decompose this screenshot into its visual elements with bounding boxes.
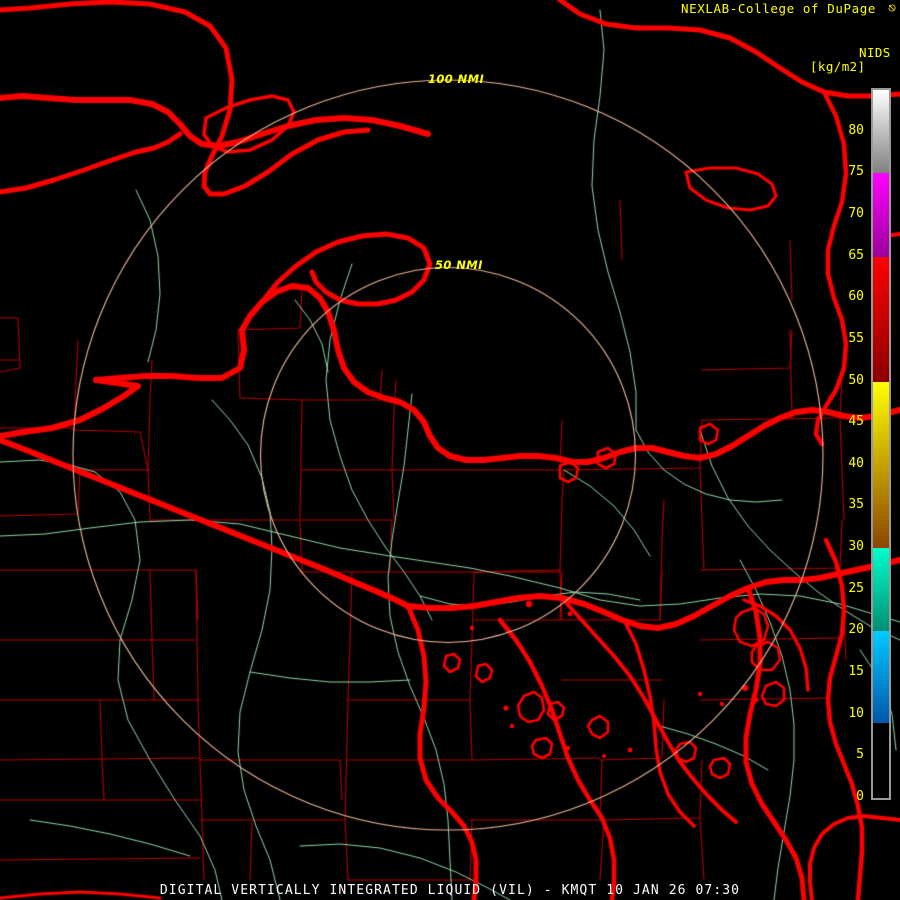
legend-units-label: [kg/m2] bbox=[810, 59, 866, 74]
colorbar-tick-55: 55 bbox=[848, 330, 864, 346]
colorbar-band-teal-green-cyan bbox=[873, 548, 889, 632]
colorbar-band-purple-magenta bbox=[873, 173, 889, 257]
colorbar-band-brown-orange-yellow bbox=[873, 381, 889, 549]
colorbar-tick-50: 50 bbox=[848, 372, 864, 388]
range-ring-label-100nmi: 100 NMI bbox=[428, 72, 485, 86]
colorbar-tick-75: 75 bbox=[848, 164, 864, 180]
attribution-label: NEXLAB-College of DuPage bbox=[680, 1, 876, 16]
colorbar-band-no-data-black bbox=[873, 723, 889, 798]
colorbar-tick-15: 15 bbox=[848, 664, 864, 680]
colorbar-tick-45: 45 bbox=[848, 414, 864, 430]
colorbar-tick-35: 35 bbox=[848, 497, 864, 513]
colorbar-tick-20: 20 bbox=[848, 622, 864, 638]
colorbar-tick-40: 40 bbox=[848, 455, 864, 471]
colorbar-tick-65: 65 bbox=[848, 247, 864, 263]
colorbar-tick-60: 60 bbox=[848, 289, 864, 305]
colorbar-band-darkred-red bbox=[873, 256, 889, 382]
colorbar-tick-10: 10 bbox=[848, 705, 864, 721]
colorbar-tick-labels: 80 75 70 65 60 55 50 45 40 35 30 25 20 15 10 5 0 bbox=[820, 88, 868, 804]
colorbar-tick-30: 30 bbox=[848, 539, 864, 555]
range-ring-label-50nmi: 50 NMI bbox=[435, 258, 483, 272]
colorbar-band-blue-lightblue bbox=[873, 631, 889, 724]
colorbar-tick-5: 5 bbox=[856, 747, 864, 763]
colorbar-tick-70: 70 bbox=[848, 205, 864, 221]
colorbar bbox=[871, 88, 891, 800]
colorbar-band-gray-white bbox=[873, 90, 889, 174]
colorbar-tick-0: 0 bbox=[856, 789, 864, 804]
external-link-icon[interactable]: ⎋ bbox=[888, 1, 896, 16]
colorbar-tick-25: 25 bbox=[848, 580, 864, 596]
legend-product-label: NIDS bbox=[859, 45, 891, 60]
product-title-bar: DIGITAL VERTICALLY INTEGRATED LIQUID (VI… bbox=[159, 883, 741, 898]
colorbar-tick-80: 80 bbox=[848, 122, 864, 138]
